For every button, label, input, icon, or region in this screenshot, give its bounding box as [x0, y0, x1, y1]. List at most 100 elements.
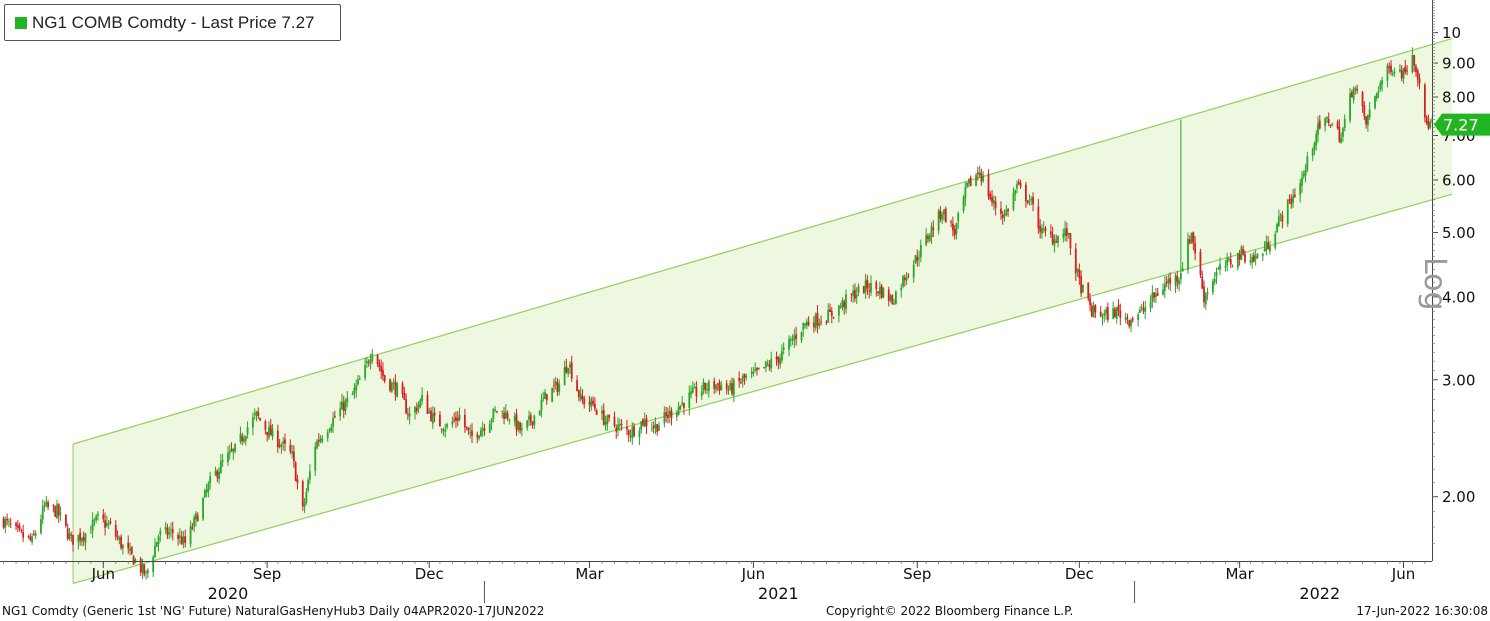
candle-body: [1117, 304, 1120, 311]
candle-body: [421, 394, 424, 401]
candle-body: [779, 358, 782, 365]
candle-body: [276, 430, 279, 448]
candle-body: [816, 312, 819, 326]
candle-body: [528, 416, 530, 420]
candle-body: [1416, 70, 1419, 79]
candle-body: [1212, 281, 1214, 293]
candle-body: [129, 548, 131, 551]
candle-body: [358, 378, 361, 380]
candle-body: [706, 389, 708, 391]
candle-body: [1277, 216, 1280, 226]
candle-body: [408, 413, 411, 417]
trend-channel-lower-line: [72, 193, 1453, 585]
candle-body: [1265, 241, 1268, 251]
candle-body: [389, 379, 391, 391]
candle-body: [1126, 317, 1129, 319]
candle-body: [882, 288, 885, 298]
candle-body: [777, 356, 780, 363]
candle-body: [1254, 256, 1257, 260]
candle-body: [663, 412, 666, 424]
candle-body: [307, 479, 310, 491]
candle-body: [234, 443, 237, 452]
candle-body: [1176, 276, 1179, 282]
candle-body: [141, 564, 144, 573]
candle-body: [626, 426, 628, 430]
candle-body: [1324, 118, 1327, 127]
footer-copyright: Copyright© 2022 Bloomberg Finance L.P.: [826, 604, 1074, 618]
candle-body: [579, 393, 582, 400]
candle-body: [857, 285, 860, 293]
candle-body: [645, 418, 648, 427]
candle-body: [1112, 308, 1115, 319]
candle-body: [1318, 120, 1321, 129]
candle-body: [476, 434, 479, 438]
candle-body: [296, 479, 299, 483]
candle-body: [615, 427, 618, 432]
candle-body: [56, 504, 58, 519]
candle-body: [20, 529, 23, 531]
candle-body: [488, 423, 491, 433]
candle-body: [268, 427, 270, 438]
candle-body: [891, 295, 894, 304]
candle-body: [353, 387, 356, 394]
candle-body: [978, 172, 981, 176]
candle-body: [681, 402, 684, 405]
candle-body: [980, 173, 983, 181]
candle-body: [95, 515, 98, 521]
candle-body: [818, 323, 821, 326]
x-year-label: 2022: [1299, 584, 1340, 603]
candle-body: [791, 339, 794, 341]
candle-body: [1094, 305, 1097, 313]
candle-body: [825, 321, 828, 324]
candle-body: [1361, 92, 1364, 107]
candle-body: [1137, 314, 1140, 321]
candle-body: [193, 517, 196, 527]
candle-body: [1290, 198, 1293, 205]
candle-body: [608, 414, 611, 418]
candle-body: [1256, 254, 1259, 258]
candle-body: [508, 419, 511, 421]
candle-body: [501, 410, 504, 412]
candle-body: [8, 521, 10, 523]
candle-body: [1169, 277, 1172, 284]
candle-body: [613, 416, 616, 426]
x-tick-label: Sep: [903, 565, 931, 583]
candle-body: [631, 427, 634, 439]
candle-body: [887, 289, 890, 302]
candle-body: [1217, 268, 1220, 270]
candle-body: [1261, 253, 1264, 257]
trend-channel-upper-line: [72, 37, 1453, 445]
candle-body: [1301, 177, 1303, 186]
candle-body: [1201, 276, 1204, 289]
candle-body: [640, 421, 643, 431]
candle-body: [1140, 306, 1143, 309]
candle-body: [1429, 121, 1432, 128]
candle-body: [1174, 274, 1177, 286]
candle-body: [667, 414, 669, 419]
candle-body: [802, 322, 805, 331]
candle-body: [868, 290, 871, 292]
candle-body: [97, 513, 99, 516]
candle-body: [941, 214, 944, 220]
candle-body: [741, 376, 744, 382]
candle-body: [764, 361, 767, 368]
x-tick-label: Mar: [575, 565, 604, 583]
candle-body: [182, 536, 185, 543]
candle-body: [854, 289, 856, 299]
candle-body: [330, 427, 333, 432]
candle-body: [292, 451, 295, 462]
candle-body: [244, 436, 247, 441]
candle-body: [606, 415, 609, 425]
candle-body: [18, 525, 21, 529]
candle-body: [638, 430, 641, 438]
candle-body: [170, 529, 172, 531]
candle-body: [207, 483, 210, 492]
candle-body: [52, 505, 55, 507]
candle-body: [1139, 309, 1141, 313]
candle-body: [604, 421, 607, 426]
candle-body: [1228, 258, 1230, 260]
candle-body: [775, 356, 778, 360]
candle-body: [1144, 306, 1147, 313]
candle-body: [866, 279, 869, 289]
